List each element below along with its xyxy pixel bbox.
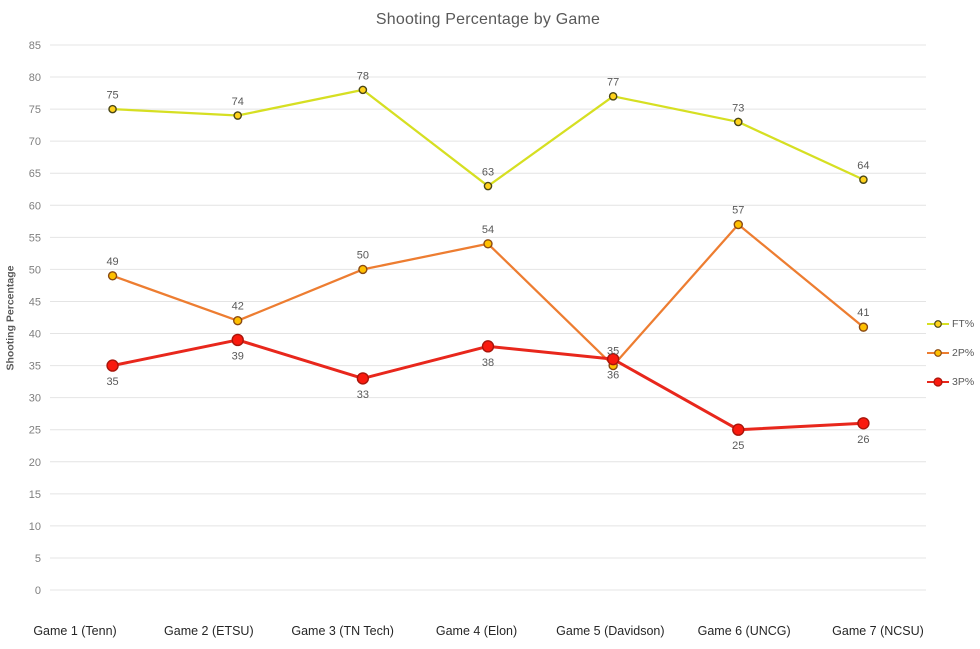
legend-item-2p: 2P% bbox=[927, 344, 974, 362]
data-label-3p: 35 bbox=[106, 376, 118, 388]
y-tick-label: 40 bbox=[29, 329, 41, 341]
data-label-ft: 77 bbox=[607, 77, 619, 89]
data-point-ft bbox=[608, 91, 618, 101]
x-category-label: Game 3 (TN Tech) bbox=[291, 624, 394, 638]
y-tick-label: 60 bbox=[29, 200, 41, 212]
data-label-3p: 36 bbox=[607, 370, 619, 382]
chart-title: Shooting Percentage by Game bbox=[375, 11, 601, 28]
data-point-2p bbox=[107, 271, 118, 281]
data-label-ft: 64 bbox=[857, 160, 869, 172]
data-point-ft bbox=[108, 104, 117, 114]
data-label-3p: 26 bbox=[857, 434, 869, 446]
data-label-ft: 74 bbox=[232, 96, 244, 108]
data-point-3p bbox=[356, 372, 370, 385]
y-tick-label: 85 bbox=[29, 40, 41, 52]
y-tick-label: 65 bbox=[29, 168, 41, 180]
data-label-2p: 57 bbox=[732, 205, 744, 217]
x-category-label: Game 2 (ETSU) bbox=[164, 624, 254, 638]
legend-label-ft: FT% bbox=[952, 318, 975, 330]
data-label-2p: 41 bbox=[857, 307, 869, 319]
data-label-2p: 50 bbox=[357, 249, 369, 261]
data-point-2p bbox=[733, 219, 743, 230]
data-label-3p: 39 bbox=[232, 350, 244, 362]
y-tick-label: 5 bbox=[35, 553, 41, 565]
y-tick-label: 35 bbox=[29, 361, 41, 373]
x-category-label: Game 6 (UNCG) bbox=[698, 624, 791, 638]
data-label-ft: 78 bbox=[357, 70, 369, 82]
x-category-label: Game 1 (Tenn) bbox=[33, 624, 116, 638]
legend-label-3p: 3P% bbox=[952, 376, 975, 388]
legend-marker-icon bbox=[927, 377, 949, 387]
legend-item-3p: 3P% bbox=[927, 373, 974, 391]
legend-marker-icon bbox=[927, 320, 949, 328]
data-point-ft bbox=[358, 85, 368, 95]
y-tick-label: 25 bbox=[29, 425, 41, 437]
legend-marker-icon bbox=[927, 349, 949, 357]
data-point-3p bbox=[606, 352, 620, 366]
series-line-3p bbox=[111, 338, 865, 432]
data-label-2p: 49 bbox=[106, 256, 118, 268]
data-label-ft: 73 bbox=[732, 102, 744, 114]
data-point-3p bbox=[106, 359, 119, 372]
data-point-3p bbox=[732, 423, 745, 436]
data-label-ft: 63 bbox=[482, 166, 494, 178]
y-tick-label: 55 bbox=[29, 232, 41, 244]
legend-item-ft: FT% bbox=[927, 315, 974, 333]
legend-label-2p: 2P% bbox=[952, 347, 975, 359]
data-point-3p bbox=[481, 340, 495, 353]
data-point-2p bbox=[233, 316, 243, 326]
data-label-2p: 35 bbox=[607, 346, 619, 358]
y-tick-label: 50 bbox=[29, 264, 41, 276]
data-label-2p: 42 bbox=[232, 301, 244, 313]
data-label-3p: 33 bbox=[357, 389, 369, 401]
legend: FT% 2P% 3P% bbox=[927, 315, 974, 391]
y-tick-label: 15 bbox=[29, 489, 41, 501]
data-point-2p bbox=[858, 322, 869, 332]
data-label-ft: 75 bbox=[106, 90, 118, 102]
x-category-label: Game 7 (NCSU) bbox=[832, 624, 924, 638]
data-point-3p bbox=[231, 333, 244, 347]
x-category-label: Game 5 (Davidson) bbox=[556, 624, 664, 638]
y-tick-label: 45 bbox=[29, 296, 41, 308]
data-point-3p bbox=[857, 417, 870, 430]
y-tick-label: 10 bbox=[29, 521, 41, 533]
y-tick-label: 75 bbox=[29, 104, 41, 116]
y-tick-label: 30 bbox=[29, 393, 41, 405]
y-tick-label: 20 bbox=[29, 457, 41, 469]
y-tick-label: 80 bbox=[29, 72, 41, 84]
data-point-ft bbox=[483, 181, 493, 191]
data-point-ft bbox=[859, 175, 868, 184]
data-point-ft bbox=[733, 117, 743, 127]
x-category-label: Game 4 (Elon) bbox=[436, 624, 517, 638]
data-label-3p: 25 bbox=[732, 440, 744, 452]
y-tick-label: 0 bbox=[35, 585, 41, 597]
y-tick-label: 70 bbox=[29, 136, 41, 148]
data-label-2p: 54 bbox=[482, 224, 494, 236]
data-point-2p bbox=[483, 239, 493, 249]
data-label-3p: 38 bbox=[482, 357, 494, 369]
data-point-ft bbox=[233, 111, 243, 120]
data-point-2p bbox=[358, 264, 368, 275]
